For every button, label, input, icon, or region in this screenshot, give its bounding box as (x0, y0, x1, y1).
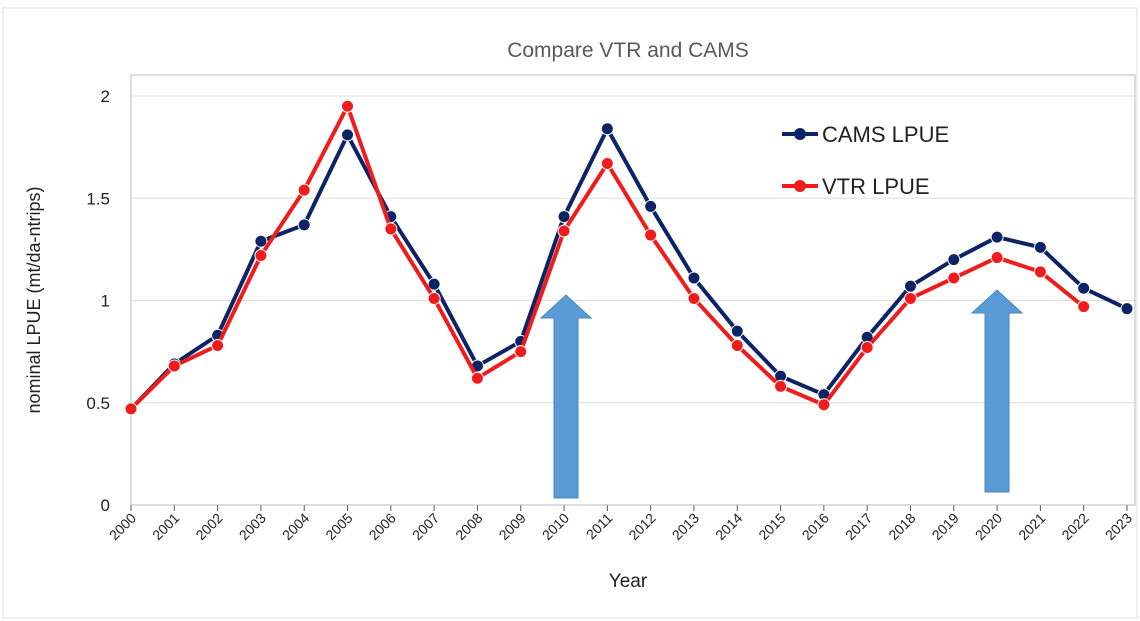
x-tick-label: 2003 (236, 510, 269, 543)
marker (297, 218, 311, 232)
x-tick-label: 2015 (755, 510, 788, 543)
series-line (129, 126, 1128, 411)
marker (1033, 240, 1047, 254)
x-tick-label: 2008 (452, 510, 485, 543)
marker (644, 199, 658, 213)
marker (1033, 265, 1047, 279)
marker (1077, 281, 1091, 295)
marker (947, 271, 961, 285)
marker (297, 183, 311, 197)
legend-label: CAMS LPUE (822, 122, 949, 147)
legend-label: VTR LPUE (822, 174, 930, 199)
marker (427, 291, 441, 305)
marker (687, 291, 701, 305)
x-tick-label: 2019 (929, 510, 962, 543)
x-tick-label: 2013 (669, 510, 702, 543)
marker (124, 402, 138, 416)
marker (817, 398, 831, 412)
marker (254, 234, 268, 248)
x-tick-label: 2002 (192, 510, 225, 543)
marker (557, 224, 571, 238)
x-tick-label: 2016 (799, 510, 832, 543)
marker (470, 371, 484, 385)
marker (1077, 300, 1091, 314)
y-tick-label: 0.5 (86, 394, 110, 413)
chart-title: Compare VTR and CAMS (507, 39, 749, 62)
x-tick-label: 2001 (149, 510, 182, 543)
marker (557, 210, 571, 224)
legend-marker (794, 180, 806, 192)
plot (124, 99, 1134, 416)
marker (644, 228, 658, 242)
y-axis-label: nominal LPUE (mt/da-ntrips) (24, 186, 44, 413)
x-tick-label: 2022 (1058, 510, 1091, 543)
x-tick-label: 2009 (496, 510, 529, 543)
marker (687, 271, 701, 285)
legend-marker (794, 128, 806, 140)
frame (2, 7, 1138, 619)
y-tick-label: 2 (101, 87, 110, 106)
x-tick-label: 2007 (409, 510, 442, 543)
y-tick-label: 1 (101, 292, 110, 311)
x-axis-label: Year (609, 571, 648, 592)
marker (1120, 302, 1134, 316)
marker (903, 291, 917, 305)
marker (903, 279, 917, 293)
marker (990, 251, 1004, 265)
x-tick-label: 2006 (366, 510, 399, 543)
marker (600, 122, 614, 136)
arrow (539, 294, 593, 499)
y-tick-label: 1.5 (86, 189, 110, 208)
x-tick-label: 2017 (842, 510, 875, 543)
marker (211, 338, 225, 352)
x-tick-label: 2020 (972, 510, 1005, 543)
x-tick-label: 2000 (106, 510, 139, 543)
marker (947, 253, 961, 267)
marker (167, 359, 181, 373)
x-tick-label: 2014 (712, 510, 745, 543)
marker (254, 249, 268, 263)
marker (341, 99, 355, 113)
series-line (129, 104, 1085, 411)
x-tick-label: 2011 (583, 510, 616, 543)
marker (600, 156, 614, 170)
x-tick-label: 2023 (1102, 510, 1135, 543)
marker (427, 277, 441, 291)
x-tick-label: 2004 (279, 510, 312, 543)
marker (730, 338, 744, 352)
x-tick-label: 2021 (1015, 510, 1048, 543)
x-tick-label: 2010 (539, 510, 572, 543)
marker (341, 128, 355, 142)
marker (990, 230, 1004, 244)
x-tick-label: 2018 (885, 510, 918, 543)
arrow (970, 289, 1024, 493)
marker (384, 222, 398, 236)
marker (514, 345, 528, 359)
y-tick-label: 0 (101, 496, 110, 515)
legend: CAMS LPUE VTR LPUE (782, 122, 949, 199)
x-tick-label: 2005 (322, 510, 355, 543)
x-tick-label: 2012 (625, 510, 658, 543)
marker (774, 379, 788, 393)
marker (860, 341, 874, 355)
plot-border (130, 74, 1136, 506)
marker (730, 324, 744, 338)
